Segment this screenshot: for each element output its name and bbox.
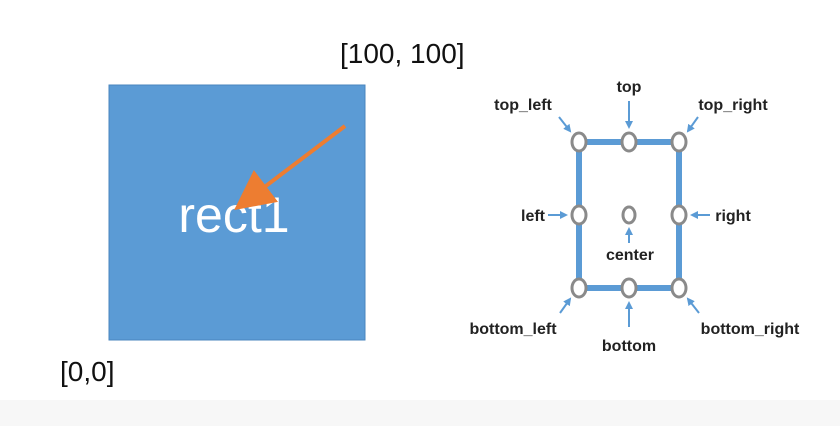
label-bottom-left: bottom_left [469, 321, 557, 338]
pointer-bottom-left [559, 297, 572, 314]
handle-top-left [570, 131, 588, 153]
handle-top [620, 131, 638, 153]
label-right: right [715, 208, 751, 225]
handle-center [621, 205, 637, 225]
footer-strip [0, 400, 840, 426]
diagonal-arrow [234, 124, 347, 211]
coord-top-right-label: [100, 100] [340, 38, 465, 69]
handle-bottom-right [670, 277, 688, 299]
handle-top-right [670, 131, 688, 153]
label-top-left: top_left [494, 97, 552, 114]
pointer-bottom-right [686, 297, 700, 314]
coord-bottom-left-label: [0,0] [60, 356, 115, 387]
rect1-box [108, 84, 366, 341]
label-top-right: top_right [698, 97, 768, 114]
pointer-top-left [558, 116, 572, 133]
label-left: left [521, 208, 546, 225]
handle-bottom [620, 277, 638, 299]
handle-bottom-left [570, 277, 588, 299]
label-bottom: bottom [602, 338, 656, 355]
rect1-label: rect1 [178, 187, 289, 243]
handle-right [670, 204, 688, 226]
label-top: top [617, 79, 642, 96]
pointer-top-right [686, 116, 699, 133]
handle-left [570, 204, 588, 226]
label-bottom-right: bottom_right [701, 321, 800, 338]
label-center: center [606, 247, 654, 264]
